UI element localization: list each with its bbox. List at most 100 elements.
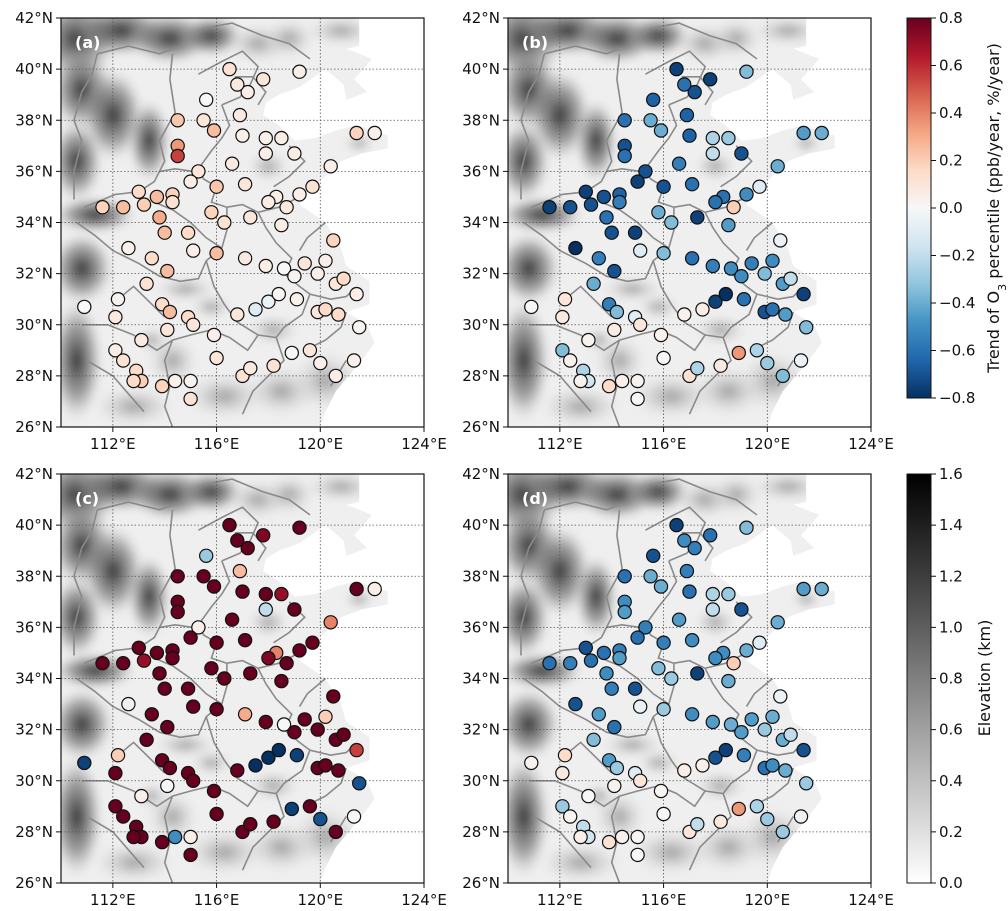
station-marker [633, 243, 648, 258]
y-tick-label: 40°N [462, 60, 500, 78]
province-border [257, 749, 311, 795]
station-marker [731, 345, 747, 361]
terrain-relief [61, 576, 103, 659]
station-marker [256, 72, 271, 87]
station-marker [160, 263, 175, 279]
y-tick-label: 36°N [462, 162, 500, 180]
station-marker [578, 184, 594, 199]
station-marker [170, 604, 185, 620]
station-marker [240, 84, 255, 100]
province-border [606, 623, 641, 629]
station-marker [796, 581, 811, 597]
station-marker [157, 681, 172, 696]
station-marker [191, 164, 206, 179]
station-marker [630, 174, 645, 189]
terrain-relief [154, 732, 217, 758]
station-marker [734, 146, 749, 161]
station-marker [651, 661, 666, 676]
station-marker [695, 758, 710, 773]
province-border [606, 167, 641, 173]
station-marker [185, 317, 201, 332]
station-marker [721, 586, 736, 602]
station-marker [679, 563, 695, 579]
station-marker [167, 829, 183, 845]
terrain-relief [263, 474, 316, 515]
station-marker [165, 194, 180, 210]
station-marker [633, 699, 648, 714]
station-marker [237, 251, 253, 266]
station-marker [349, 286, 364, 302]
x-tick-label: 124°E [401, 435, 447, 453]
station-marker [318, 253, 333, 268]
station-marker [328, 368, 343, 384]
station-marker [765, 253, 780, 268]
terrain-relief [694, 150, 737, 182]
station-marker [235, 584, 250, 599]
station-marker [643, 113, 658, 128]
province-border [73, 53, 99, 200]
station-marker [276, 261, 292, 276]
y-tick-label: 34°N [462, 670, 500, 688]
terrain-relief [128, 99, 170, 182]
terrain-relief [627, 18, 690, 57]
colorbar-tick-label: 0.2 [939, 823, 963, 841]
station-marker [563, 353, 578, 368]
station-marker [664, 671, 679, 686]
y-tick-label: 42°N [15, 465, 53, 483]
station-marker [126, 829, 141, 845]
colorbar-trend: 0.8 0.6 0.4 0.2 0.0 −0.2 −0.4 −0.6 −0.8 Trend of… [906, 9, 1008, 407]
station-marker [770, 615, 785, 630]
province-border [198, 506, 260, 562]
station-marker [258, 130, 273, 146]
station-marker [297, 256, 312, 271]
station-marker [367, 125, 382, 141]
station-marker [110, 292, 126, 307]
station-marker [568, 696, 583, 712]
station-marker [261, 750, 276, 765]
station-marker [305, 635, 320, 650]
terrain-relief [627, 474, 690, 513]
station-marker [185, 699, 201, 714]
station-marker [690, 210, 705, 225]
x-tick-label: 112°E [537, 891, 583, 909]
province-border [528, 779, 706, 808]
station-marker [336, 271, 351, 286]
province-border [520, 509, 546, 656]
panel-label: (c) [75, 489, 99, 508]
province-border [704, 293, 758, 339]
y-tick-label: 32°N [462, 265, 500, 283]
colorbar-tick-label: 0.8 [939, 670, 963, 688]
station-marker [115, 199, 131, 215]
map-content [508, 18, 871, 427]
station-marker [248, 758, 263, 773]
station-marker [524, 299, 539, 315]
y-tick-label: 40°N [462, 516, 500, 534]
station-marker [139, 276, 154, 291]
province-border [652, 716, 706, 792]
province-border [564, 741, 613, 774]
station-marker [703, 72, 718, 87]
y-tick-label: 28°N [15, 823, 53, 841]
station-marker [617, 569, 632, 584]
station-marker [209, 702, 224, 717]
y-tick-label: 34°N [15, 214, 53, 232]
station-marker [292, 187, 307, 202]
terrain-relief [180, 18, 243, 57]
station-marker [765, 709, 780, 725]
y-tick-label: 30°N [15, 316, 53, 334]
station-marker [646, 92, 661, 108]
station-marker [723, 717, 739, 732]
station-marker [139, 732, 154, 748]
x-tick-label: 124°E [848, 891, 894, 909]
station-marker [783, 727, 798, 742]
terrain-relief [61, 755, 103, 878]
station-marker [209, 806, 224, 822]
province-border [163, 339, 174, 427]
station-marker [581, 788, 596, 804]
station-marker [638, 164, 653, 179]
station-marker [690, 666, 705, 681]
station-marker [596, 189, 612, 205]
station-marker [731, 801, 747, 817]
terrain-relief [508, 576, 550, 659]
station-marker [739, 187, 754, 202]
